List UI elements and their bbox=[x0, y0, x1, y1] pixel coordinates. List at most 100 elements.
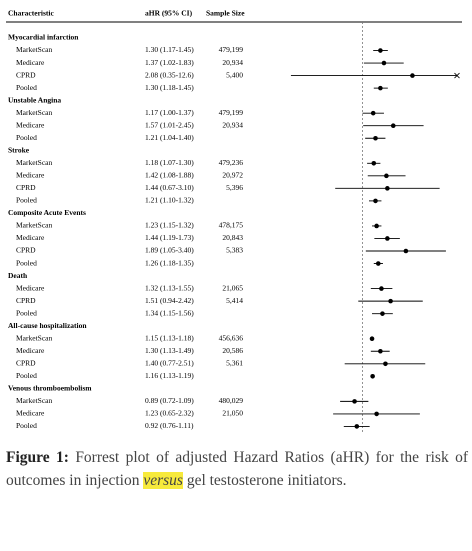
row-label: Pooled bbox=[16, 371, 37, 380]
sample-size: 5,400 bbox=[226, 70, 243, 79]
point bbox=[375, 261, 381, 266]
sample-size: 5,361 bbox=[226, 358, 243, 367]
sample-size: 478,175 bbox=[219, 221, 244, 230]
point bbox=[383, 361, 388, 367]
point bbox=[373, 135, 378, 141]
ci-label: 0.92 (0.76-1.11) bbox=[145, 421, 194, 430]
caption-text: Forrest plot of adjusted Hazard Ratios (… bbox=[6, 449, 468, 489]
sample-size: 5,414 bbox=[226, 296, 243, 305]
point bbox=[371, 161, 377, 166]
sample-size: 479,199 bbox=[219, 45, 244, 54]
row-label: MarketScan bbox=[16, 158, 52, 167]
row-label: MarketScan bbox=[16, 45, 52, 54]
ci-label: 0.89 (0.72-1.09) bbox=[145, 396, 194, 405]
row-label: CPRD bbox=[16, 183, 36, 192]
sample-size: 20,843 bbox=[222, 233, 243, 242]
column-header: Sample Size bbox=[206, 9, 245, 18]
sample-size: 20,934 bbox=[222, 120, 243, 129]
ci-label: 1.30 (1.18-1.45) bbox=[145, 83, 194, 92]
group-label: Venous thromboembolism bbox=[8, 384, 92, 393]
sample-size: 5,383 bbox=[226, 246, 243, 255]
ci-label: 1.89 (1.05-3.40) bbox=[145, 246, 194, 255]
row-label: MarketScan bbox=[16, 396, 52, 405]
sample-size: 456,636 bbox=[219, 333, 244, 342]
ci-label: 1.32 (1.13-1.55) bbox=[145, 283, 194, 292]
ci-clip-marker bbox=[454, 72, 460, 79]
row-label: Pooled bbox=[16, 258, 37, 267]
sample-size: 5,396 bbox=[226, 183, 243, 192]
point bbox=[385, 186, 390, 191]
ci-label: 1.18 (1.07-1.30) bbox=[145, 158, 194, 167]
ci-label: 1.44 (0.67-3.10) bbox=[145, 183, 194, 192]
group-label: Unstable Angina bbox=[8, 95, 61, 104]
point bbox=[352, 399, 357, 404]
row-label: Medicare bbox=[16, 409, 45, 418]
point bbox=[388, 298, 393, 304]
row-label: Pooled bbox=[16, 133, 37, 142]
ci-label: 1.26 (1.18-1.35) bbox=[145, 258, 194, 267]
sample-size: 20,934 bbox=[222, 58, 243, 67]
ci-label: 1.44 (1.19-1.73) bbox=[145, 233, 194, 242]
sample-size: 480,029 bbox=[219, 396, 244, 405]
x-tick-label: .25 bbox=[263, 438, 273, 440]
column-header: aHR (95% CI) bbox=[145, 9, 193, 18]
ci-label: 1.23 (1.15-1.32) bbox=[145, 221, 194, 230]
caption-emphasis: versus bbox=[143, 472, 183, 489]
row-label: CPRD bbox=[16, 296, 36, 305]
x-tick-label: 4 bbox=[455, 438, 459, 440]
caption: Figure 1: Forrest plot of adjusted Hazar… bbox=[6, 446, 468, 492]
group-label: Death bbox=[8, 271, 28, 280]
row-label: Medicare bbox=[16, 283, 45, 292]
ci-label: 1.30 (1.13-1.49) bbox=[145, 346, 194, 355]
row-label: MarketScan bbox=[16, 333, 52, 342]
point bbox=[390, 123, 396, 129]
row-label: Pooled bbox=[16, 421, 37, 430]
ci-label: 1.16 (1.13-1.19) bbox=[145, 371, 194, 380]
group-label: Stroke bbox=[8, 145, 30, 154]
row-label: MarketScan bbox=[16, 221, 52, 230]
point bbox=[384, 173, 389, 179]
sample-size: 21,065 bbox=[222, 283, 243, 292]
point bbox=[381, 60, 387, 66]
row-label: CPRD bbox=[16, 70, 36, 79]
ci-label: 1.21 (1.10-1.32) bbox=[145, 196, 194, 205]
point bbox=[369, 336, 375, 342]
row-label: Pooled bbox=[16, 308, 37, 317]
ci-label: 1.23 (0.65-2.32) bbox=[145, 409, 194, 418]
point bbox=[374, 411, 379, 417]
group-label: Myocardial infarction bbox=[8, 33, 79, 42]
point bbox=[403, 248, 409, 254]
point bbox=[354, 424, 360, 429]
row-label: Pooled bbox=[16, 83, 37, 92]
point bbox=[380, 311, 385, 316]
point bbox=[378, 85, 383, 91]
ci-label: 1.17 (1.00-1.37) bbox=[145, 108, 194, 117]
row-label: Pooled bbox=[16, 196, 37, 205]
ci-label: 2.08 (0.35-12.6) bbox=[145, 70, 194, 79]
row-label: Medicare bbox=[16, 233, 45, 242]
ci-label: 1.42 (1.08-1.88) bbox=[145, 171, 194, 180]
row-label: Medicare bbox=[16, 120, 45, 129]
point bbox=[379, 286, 384, 291]
ci-label: 1.40 (0.77-2.51) bbox=[145, 358, 194, 367]
column-header: Characteristic bbox=[8, 9, 54, 18]
row-label: MarketScan bbox=[16, 108, 52, 117]
ci-label: 1.21 (1.04-1.40) bbox=[145, 133, 194, 142]
sample-size: 20,586 bbox=[222, 346, 243, 355]
caption-text: gel testosterone initiators. bbox=[186, 472, 347, 489]
ci-label: 1.34 (1.15-1.56) bbox=[145, 308, 194, 317]
sample-size: 479,236 bbox=[219, 158, 244, 167]
ci-label: 1.51 (0.94-2.42) bbox=[145, 296, 194, 305]
point bbox=[370, 110, 376, 116]
x-tick-label: 2 bbox=[408, 438, 412, 440]
sample-size: 20,972 bbox=[222, 171, 243, 180]
row-label: Medicare bbox=[16, 346, 45, 355]
sample-size: 479,199 bbox=[219, 108, 244, 117]
ci-label: 1.37 (1.02-1.83) bbox=[145, 58, 194, 67]
sample-size: 21,050 bbox=[222, 409, 243, 418]
caption-label: Figure 1: bbox=[6, 449, 69, 466]
point bbox=[370, 374, 375, 379]
chart: Characteristic aHR (95% CI) Sample Size Myo… bbox=[6, 9, 462, 440]
point bbox=[373, 198, 378, 204]
ci-label: 1.15 (1.13-1.18) bbox=[145, 333, 194, 342]
